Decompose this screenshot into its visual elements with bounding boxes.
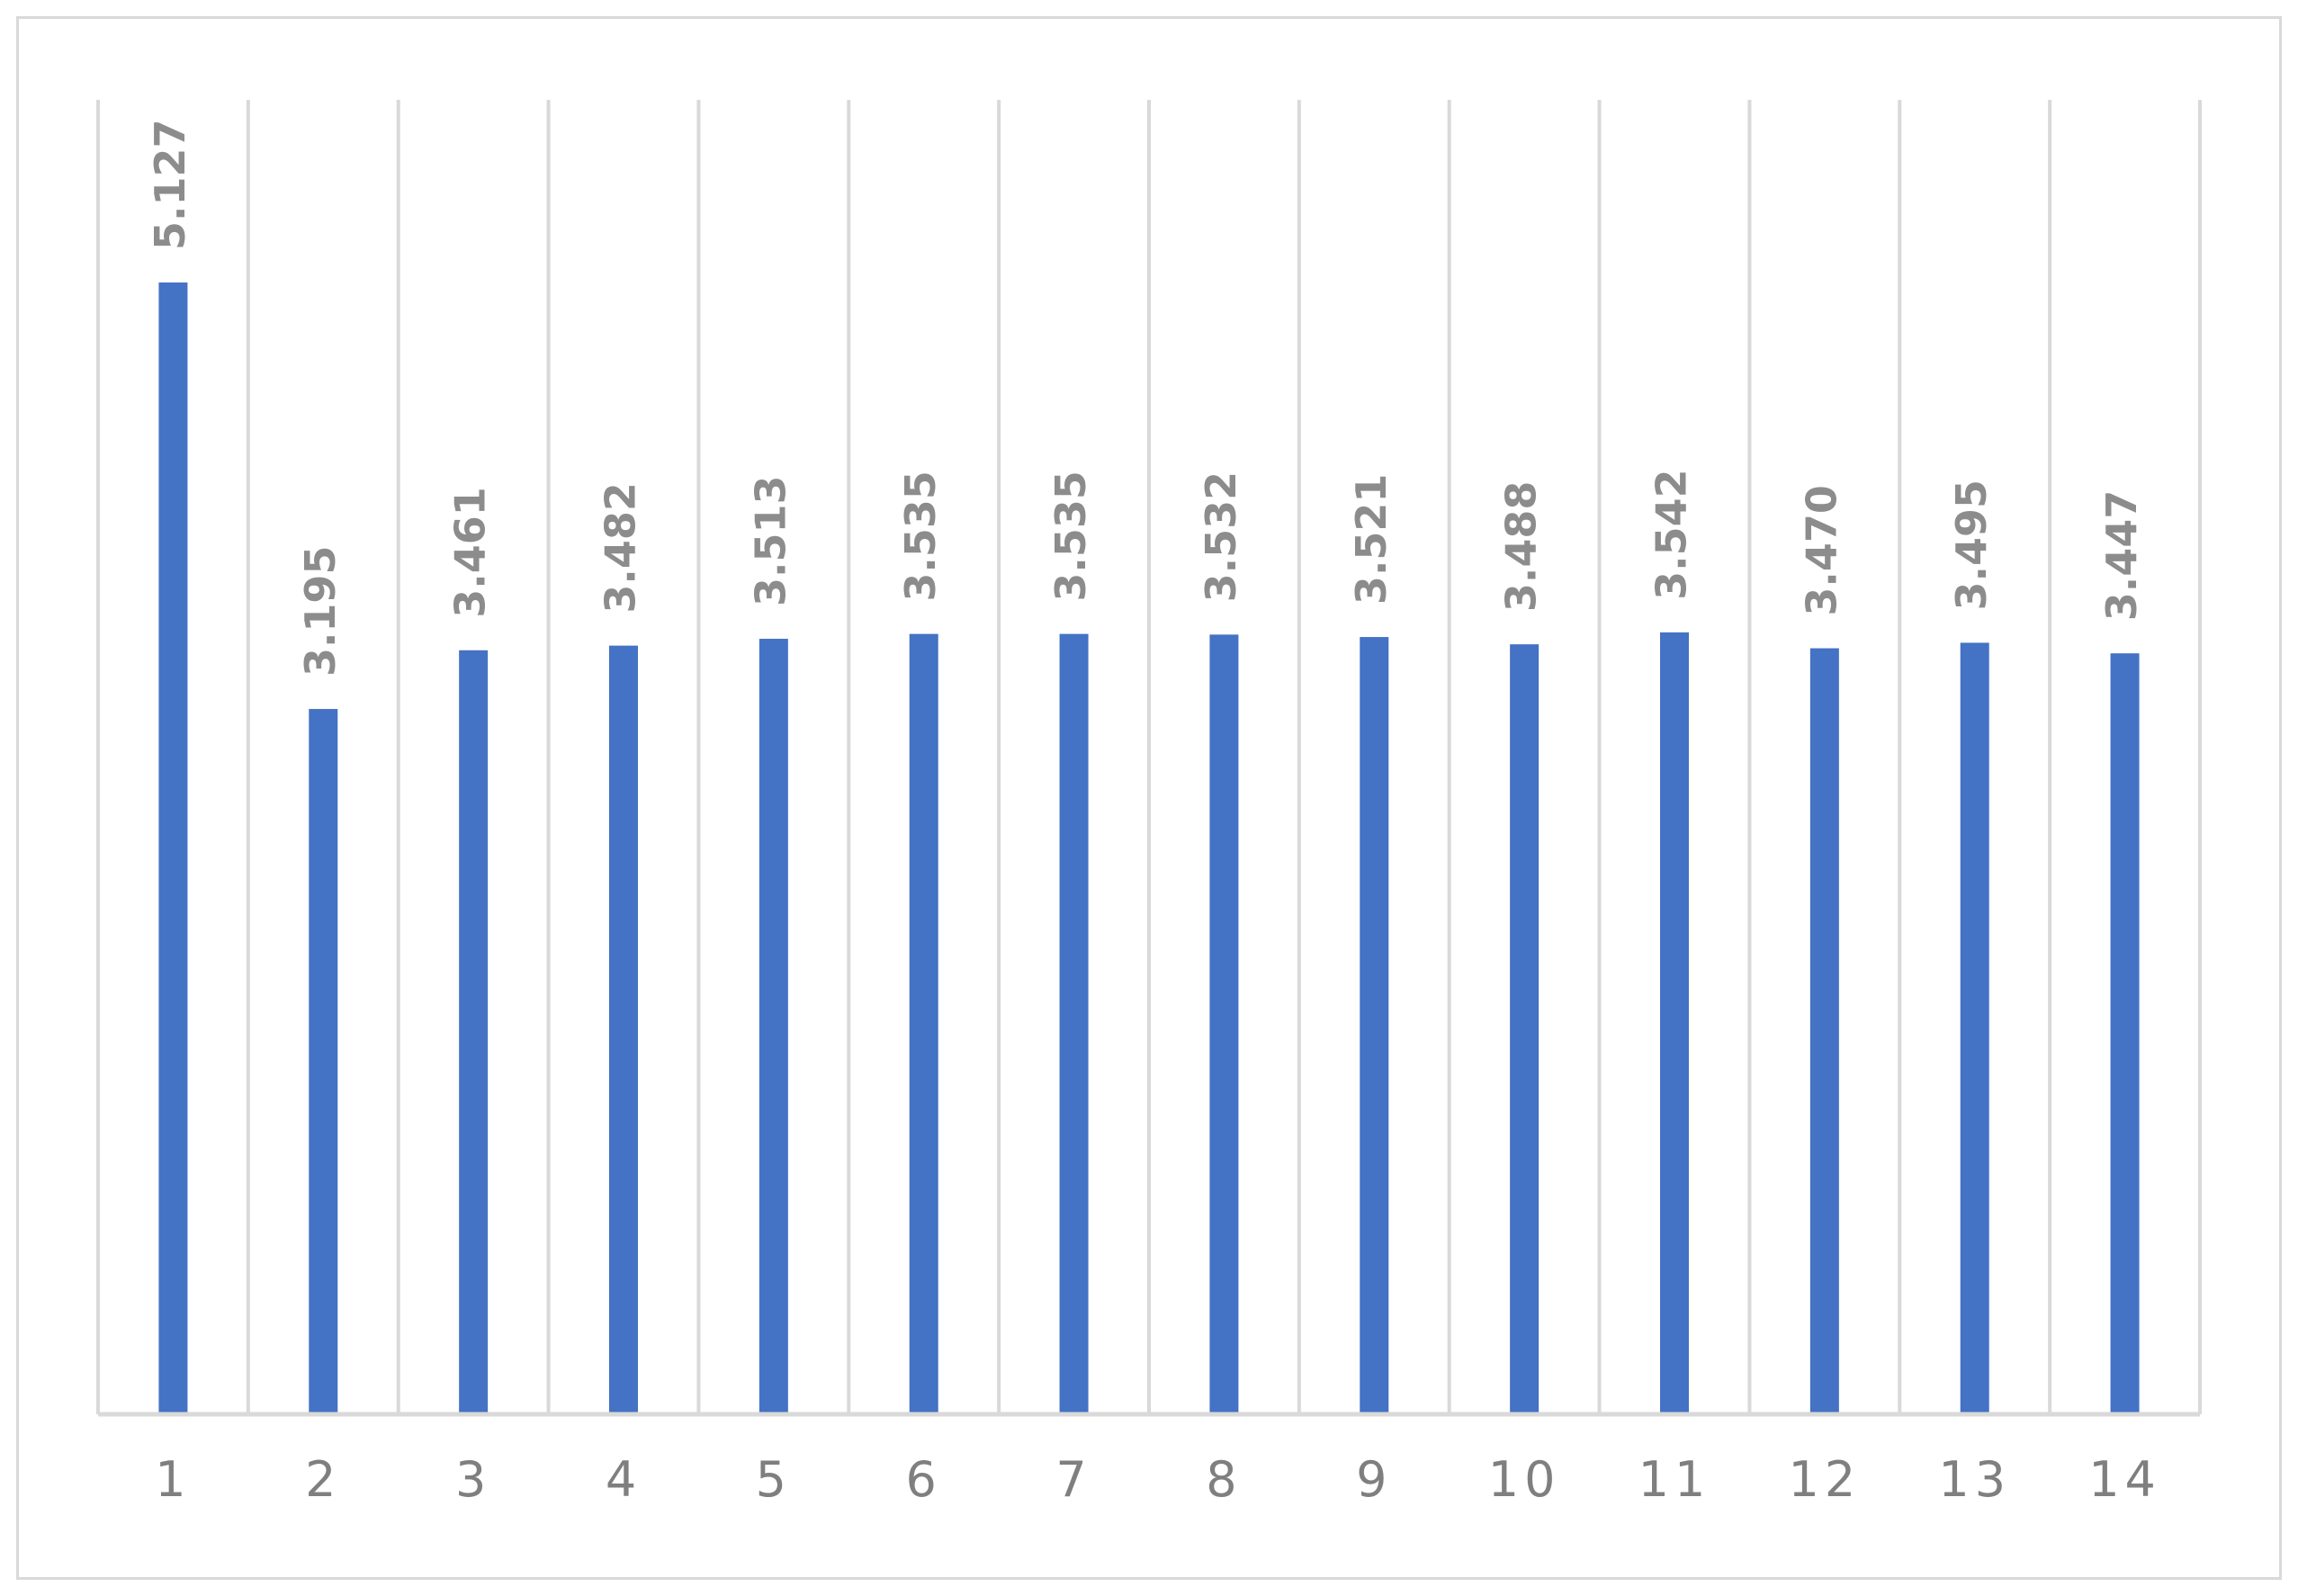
data-label-2: 3.195 [296,546,345,677]
chart-frame: 5.127 3.195 3.461 3.482 3.513 3.535 3.535 3.532… [16,16,2282,1580]
data-label-10: 3.488 [1497,481,1546,613]
bar-2 [309,709,338,1414]
bar-6 [909,633,938,1414]
bars [158,282,2140,1414]
x-tick-label-12: 12 [1788,1451,1861,1508]
data-label-6: 3.535 [896,471,945,602]
data-label-13: 3.495 [1947,480,1996,611]
data-label-8: 3.532 [1197,471,1245,603]
bar-12 [1809,648,1839,1414]
bar-13 [1960,642,1989,1414]
bar-10 [1510,644,1539,1414]
data-label-12: 3.470 [1797,485,1845,616]
gridlines [96,100,2202,1414]
x-tick-label-5: 5 [756,1451,792,1508]
x-tick-label-10: 10 [1488,1451,1561,1508]
bar-11 [1660,632,1689,1414]
data-label-1: 5.127 [146,119,194,250]
x-tick-label-4: 4 [606,1451,642,1508]
data-label-5: 3.513 [746,476,794,607]
data-label-14: 3.447 [2097,490,2146,622]
data-label-7: 3.535 [1046,471,1095,602]
x-tick-label-8: 8 [1206,1451,1242,1508]
bar-14 [2110,653,2140,1414]
bar-8 [1209,634,1239,1414]
bar-4 [609,645,638,1414]
x-tick-label-14: 14 [2088,1451,2161,1508]
x-tick-label-6: 6 [906,1451,942,1508]
bar-9 [1360,637,1389,1414]
data-label-3: 3.461 [446,487,495,618]
bar-7 [1059,633,1089,1414]
x-tick-label-7: 7 [1055,1451,1091,1508]
bar-5 [759,639,788,1414]
data-label-4: 3.482 [597,482,645,614]
data-label-11: 3.542 [1647,469,1696,600]
data-label-9: 3.521 [1347,474,1396,605]
x-tick-labels: 1 2 3 4 5 6 7 8 9 10 11 12 13 14 [155,1451,2161,1508]
bar-1 [158,282,188,1414]
x-tick-label-9: 9 [1356,1451,1392,1508]
x-tick-label-13: 13 [1938,1451,2011,1508]
x-tick-label-3: 3 [455,1451,491,1508]
x-tick-label-1: 1 [155,1451,191,1508]
bar-3 [459,650,489,1414]
data-labels: 5.127 3.195 3.461 3.482 3.513 3.535 3.535 3.532… [146,119,2146,677]
x-tick-label-2: 2 [305,1451,341,1508]
x-tick-label-11: 11 [1638,1451,1711,1508]
bar-chart: 5.127 3.195 3.461 3.482 3.513 3.535 3.535 3.532… [96,100,2202,1508]
